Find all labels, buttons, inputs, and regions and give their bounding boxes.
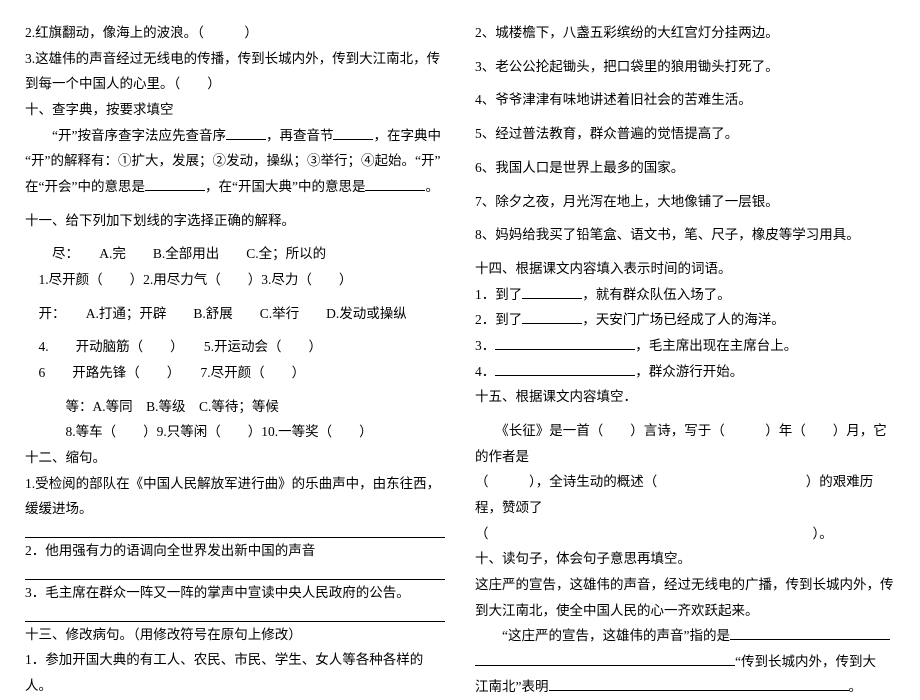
spacer — [475, 214, 895, 222]
spacer — [475, 410, 895, 418]
fill-line: 4． ，群众游行开始。 — [475, 359, 895, 385]
text-seg: ，再查音节 — [266, 128, 334, 143]
text-line: 到每一个中国人的心里。（ ） — [25, 71, 445, 97]
text-line: 5、经过普法教育，群众普遍的觉悟提高了。 — [475, 121, 895, 147]
blank[interactable] — [226, 127, 266, 139]
spacer — [25, 199, 445, 207]
text-seg: 。 — [849, 679, 863, 694]
text-line: 1.尽开颜（ ）2.用尽力气（ ）3.尽力（ ） — [25, 267, 445, 293]
blank[interactable] — [549, 679, 849, 691]
spacer — [25, 386, 445, 394]
fill-line: 江南北”表明 。 — [475, 674, 895, 700]
page-container: 2.红旗翻动，像海上的波浪。（ ） 3.这雄伟的声音经过无线电的传播，传到长城内… — [0, 0, 920, 651]
text-line: 这庄严的宣告，这雄伟的声音，经过无线电的广播，传到长城内外，传 — [475, 572, 895, 598]
text-seg: ，就有群众队伍入场了。 — [582, 287, 731, 302]
text-line: 7、除夕之夜，月光泻在地上，大地像铺了一层银。 — [475, 189, 895, 215]
blank[interactable] — [495, 338, 635, 350]
text-line: 6、我国人口是世界上最多的国家。 — [475, 155, 895, 181]
fill-line: 1．到了 ，就有群众队伍入场了。 — [475, 282, 895, 308]
text-seg: 3． — [475, 338, 495, 353]
text-seg: 2．到了 — [475, 312, 522, 327]
text-line: “开”的解释有：①扩大，发展；②发动，操纵；③举行；④起始。“开” — [25, 148, 445, 174]
text-line: 4. 开动脑筋（ ） 5.开运动会（ ） — [25, 334, 445, 360]
blank[interactable] — [495, 364, 635, 376]
text-line: 2、城楼檐下，八盏五彩缤纷的大红宫灯分挂两边。 — [475, 20, 895, 46]
text-seg: 在“开会”中的意思是 — [25, 179, 145, 194]
text-seg: 江南北”表明 — [475, 679, 549, 694]
fill-line: “这庄严的宣告，这雄伟的声音”指的是 — [475, 623, 895, 649]
spacer — [475, 46, 895, 54]
fill-line: 2．到了 ，天安门广场已经成了人的海洋。 — [475, 307, 895, 333]
fill-line: 在“开会”中的意思是 ，在“开国大典”中的意思是 。 — [25, 174, 445, 200]
blank[interactable] — [365, 179, 425, 191]
blank[interactable] — [730, 628, 890, 640]
text-seg: “传到长城内外，传到大 — [735, 654, 876, 669]
spacer — [475, 147, 895, 155]
section-heading: 十一、给下列加下划线的字选择正确的解释。 — [25, 208, 445, 234]
text-line: （ ）。 — [475, 521, 895, 547]
fill-line: 3． ，毛主席出现在主席台上。 — [475, 333, 895, 359]
text-line: 1．参加开国大典的有工人、农民、市民、学生、女人等各种各样的人。 — [25, 647, 445, 698]
answer-line[interactable] — [25, 522, 445, 538]
spacer — [475, 79, 895, 87]
section-heading: 十三、修改病句。（用修改符号在原句上修改） — [25, 622, 445, 648]
section-heading: 十四、根据课文内容填入表示时间的词语。 — [475, 256, 895, 282]
fill-line: “开”按音序查字法应先查音序 ，再查音节 ，在字典中 — [25, 123, 445, 149]
text-line: （ ），全诗生动的概述（ ）的艰难历程，赞颂了 — [475, 469, 895, 520]
text-line: 8、妈妈给我买了铅笔盒、语文书，笔、尺子，橡皮等学习用具。 — [475, 222, 895, 248]
fill-line: “传到长城内外，传到大 — [475, 649, 895, 675]
text-line: 缓缓进场。 — [25, 496, 445, 522]
text-line: 1.受检阅的部队在《中国人民解放军进行曲》的乐曲声中，由东往西， — [25, 471, 445, 497]
spacer — [475, 248, 895, 256]
text-line: 到大江南北，使全中国人民的心一齐欢跃起来。 — [475, 598, 895, 624]
right-column: 2、城楼檐下，八盏五彩缤纷的大红宫灯分挂两边。 3、老公公抡起锄头，把口袋里的狼… — [460, 20, 910, 631]
text-seg: 4． — [475, 364, 495, 379]
text-seg: ，群众游行开始。 — [635, 364, 743, 379]
blank[interactable] — [333, 127, 373, 139]
text-line: 尽： A.完 B.全部用出 C.全；所以的 — [25, 241, 445, 267]
text-seg: 1．到了 — [475, 287, 522, 302]
spacer — [475, 113, 895, 121]
blank[interactable] — [145, 179, 205, 191]
text-line: 3．毛主席在群众一阵又一阵的掌声中宣读中央人民政府的公告。 — [25, 580, 445, 606]
spacer — [475, 181, 895, 189]
text-seg: ，毛主席出现在主席台上。 — [635, 338, 797, 353]
text-seg: ，在“开国大典”中的意思是 — [205, 179, 365, 194]
text-seg: “这庄严的宣告，这雄伟的声音”指的是 — [475, 628, 730, 643]
section-heading: 十五、根据课文内容填空． — [475, 384, 895, 410]
section-heading: 十、读句子，体会句子意思再填空。 — [475, 546, 895, 572]
text-line: 等：A.等同 B.等级 C.等待；等候 — [25, 394, 445, 420]
text-seg: 。 — [425, 179, 439, 194]
text-line: 8.等车（ ）9.只等闲（ ）10.一等奖（ ） — [25, 419, 445, 445]
section-heading: 十、查字典，按要求填空 — [25, 97, 445, 123]
spacer — [25, 293, 445, 301]
spacer — [25, 326, 445, 334]
text-seg: ，在字典中 — [373, 128, 441, 143]
text-line: 《长征》是一首（ ）言诗，写于（ ）年（ ）月，它的作者是 — [475, 418, 895, 469]
text-line: 2.红旗翻动，像海上的波浪。（ ） — [25, 20, 445, 46]
text-seg: ，天安门广场已经成了人的海洋。 — [582, 312, 785, 327]
spacer — [25, 233, 445, 241]
answer-line[interactable] — [25, 564, 445, 580]
blank[interactable] — [475, 654, 735, 666]
text-line: 2．他用强有力的语调向全世界发出新中国的声音 — [25, 538, 445, 564]
text-line: 6 开路先锋（ ） 7.尽开颜（ ） — [25, 360, 445, 386]
text-seg: “开”按音序查字法应先查音序 — [25, 128, 226, 143]
text-line: 4、爷爷津津有味地讲述着旧社会的苦难生活。 — [475, 87, 895, 113]
answer-line[interactable] — [25, 606, 445, 622]
blank[interactable] — [522, 312, 582, 324]
blank[interactable] — [522, 287, 582, 299]
section-heading: 十二、缩句。 — [25, 445, 445, 471]
left-column: 2.红旗翻动，像海上的波浪。（ ） 3.这雄伟的声音经过无线电的传播，传到长城内… — [10, 20, 460, 631]
text-line: 3.这雄伟的声音经过无线电的传播，传到长城内外，传到大江南北，传 — [25, 46, 445, 72]
text-line: 开： A.打通；开辟 B.舒展 C.举行 D.发动或操纵 — [25, 301, 445, 327]
text-line: 3、老公公抡起锄头，把口袋里的狼用锄头打死了。 — [475, 54, 895, 80]
